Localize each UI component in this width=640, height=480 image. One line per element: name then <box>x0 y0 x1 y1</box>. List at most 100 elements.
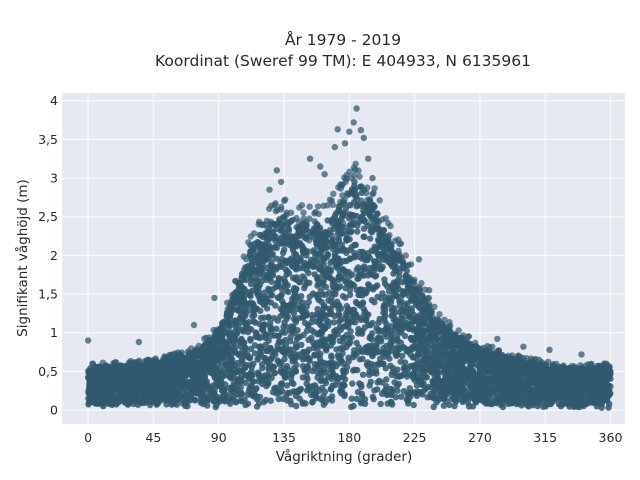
data-point <box>264 271 271 278</box>
data-point <box>93 377 101 384</box>
data-point <box>354 330 362 337</box>
data-point <box>324 250 331 258</box>
data-point <box>413 382 421 389</box>
data-point <box>226 348 234 355</box>
data-point <box>268 374 275 382</box>
data-point <box>463 357 470 365</box>
data-point <box>285 288 292 296</box>
data-point <box>256 349 263 357</box>
data-point <box>602 396 609 404</box>
data-point <box>222 344 229 351</box>
data-point <box>272 237 279 244</box>
data-point <box>122 390 129 397</box>
data-point <box>292 344 299 351</box>
data-point <box>339 293 347 300</box>
data-point <box>103 377 110 384</box>
data-point <box>393 373 400 380</box>
data-point <box>330 241 337 248</box>
data-point <box>430 403 437 411</box>
data-point <box>372 273 379 280</box>
data-point <box>267 355 274 363</box>
data-point <box>346 236 353 243</box>
data-point <box>311 352 318 359</box>
data-point <box>406 385 413 392</box>
data-point <box>302 353 309 360</box>
data-point <box>230 321 237 328</box>
data-point <box>379 263 386 271</box>
data-point <box>337 305 345 312</box>
data-point <box>289 358 296 365</box>
data-point <box>391 379 398 386</box>
data-point <box>310 247 317 254</box>
data-point <box>314 282 321 289</box>
data-point <box>201 396 208 403</box>
data-point <box>200 386 207 394</box>
data-point <box>298 341 305 348</box>
data-point <box>143 389 151 396</box>
data-point <box>349 221 357 228</box>
data-point <box>258 361 266 368</box>
data-point <box>390 337 397 344</box>
data-point <box>306 293 313 300</box>
data-point <box>333 298 341 305</box>
data-point <box>514 383 522 390</box>
data-point <box>98 397 106 404</box>
data-point <box>292 368 300 375</box>
data-point <box>238 314 245 321</box>
data-point <box>305 269 312 277</box>
data-point <box>277 292 285 299</box>
data-point <box>239 309 247 316</box>
data-point <box>369 352 376 360</box>
data-point <box>243 276 250 284</box>
data-point <box>331 331 339 338</box>
data-point <box>91 395 98 403</box>
data-point <box>524 377 532 384</box>
data-point <box>273 390 280 397</box>
data-point <box>398 372 405 379</box>
data-point <box>274 279 281 286</box>
data-point <box>303 327 311 334</box>
data-point <box>329 339 337 346</box>
data-point <box>374 386 381 393</box>
data-point <box>365 281 372 288</box>
data-point <box>404 305 411 312</box>
data-point <box>273 225 280 233</box>
data-point <box>381 280 389 287</box>
data-point <box>226 355 234 362</box>
data-point <box>447 385 454 393</box>
data-point <box>317 350 324 357</box>
data-point <box>353 339 360 347</box>
data-point <box>314 294 322 302</box>
data-point <box>271 385 278 392</box>
data-point <box>243 350 251 358</box>
data-point <box>368 365 375 373</box>
data-point <box>388 399 395 406</box>
data-point <box>405 321 413 328</box>
data-point <box>251 254 258 261</box>
data-point <box>380 344 387 352</box>
data-point <box>405 313 413 321</box>
data-point <box>327 306 334 313</box>
data-point <box>273 255 280 262</box>
data-point <box>377 400 384 408</box>
data-point <box>412 334 419 341</box>
data-point <box>353 395 360 403</box>
data-point <box>247 345 255 352</box>
data-point <box>293 263 300 271</box>
data-point <box>359 348 366 355</box>
data-point <box>323 347 330 354</box>
data-point <box>277 366 285 374</box>
data-point <box>230 381 237 388</box>
data-point <box>268 278 275 285</box>
data-point <box>367 270 374 278</box>
data-point <box>285 227 292 234</box>
data-point <box>251 350 259 357</box>
data-point <box>309 339 317 346</box>
data-point <box>249 378 256 386</box>
data-point <box>306 279 313 286</box>
data-point <box>525 403 532 410</box>
data-point <box>295 297 303 304</box>
data-point <box>242 372 250 379</box>
